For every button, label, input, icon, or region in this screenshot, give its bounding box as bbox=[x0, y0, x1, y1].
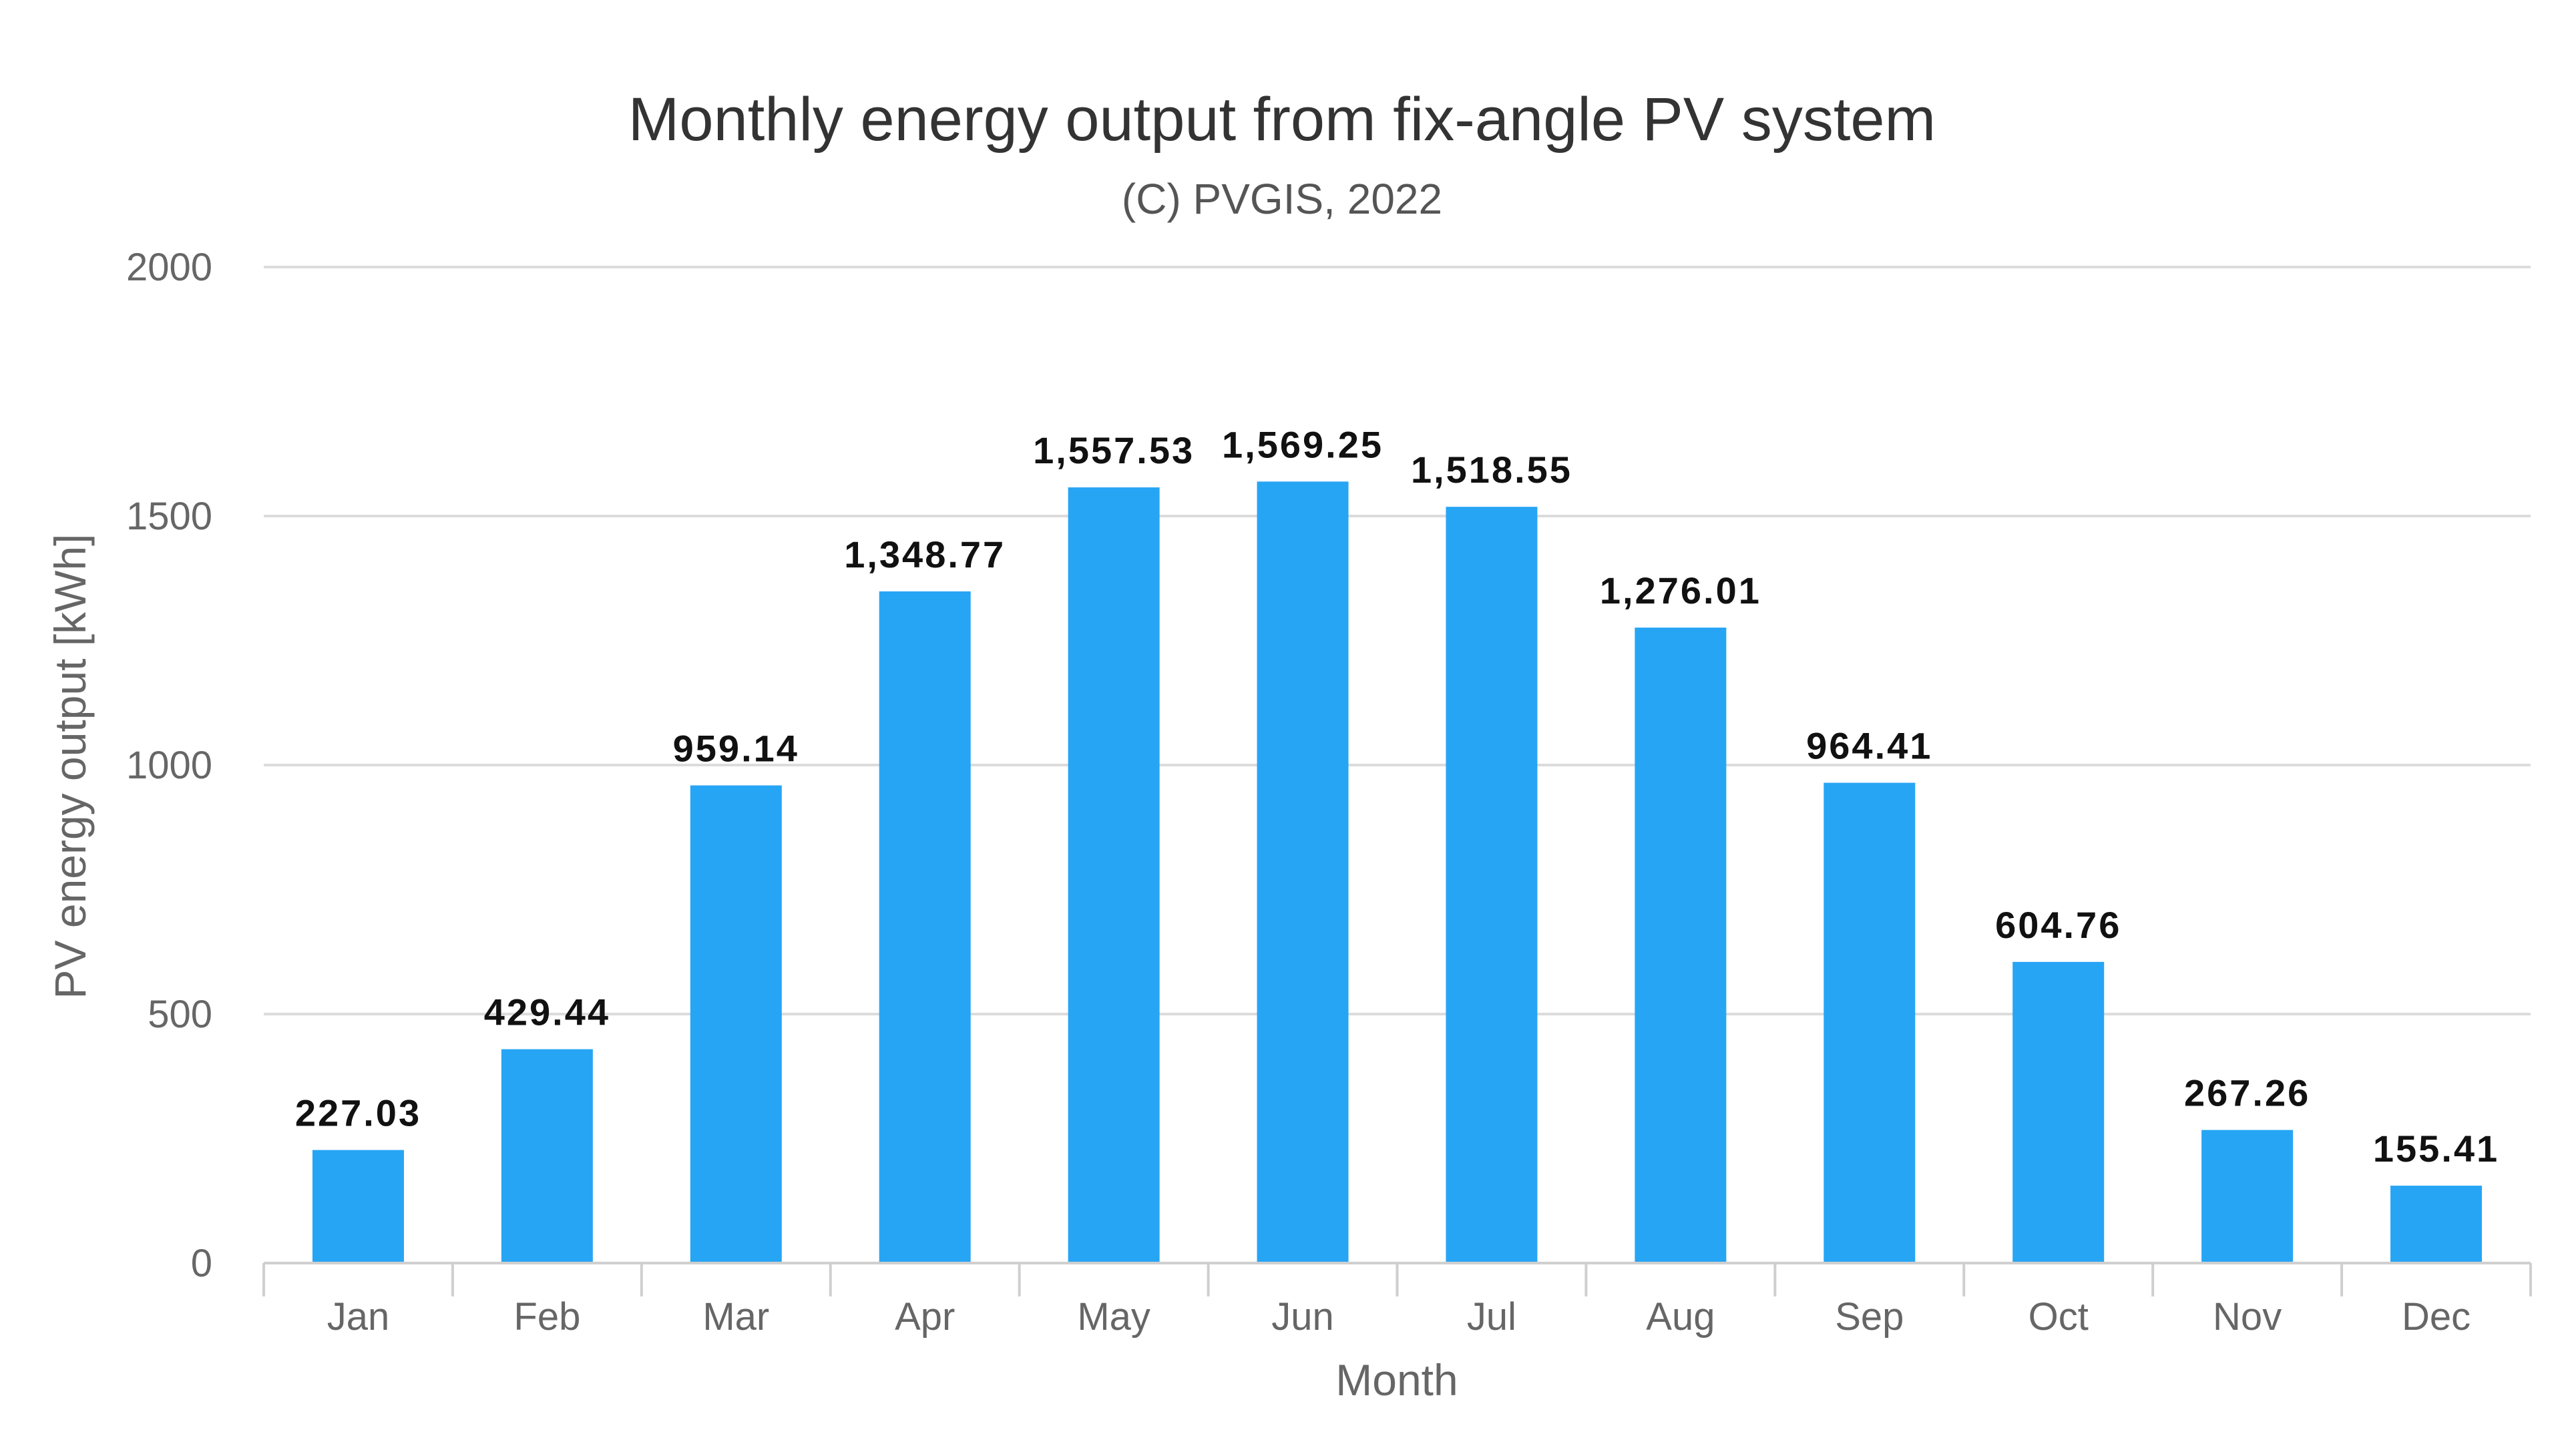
bar-feb bbox=[501, 1049, 593, 1263]
data-label: 959.14 bbox=[673, 727, 799, 769]
x-tick-label: Jul bbox=[1467, 1295, 1516, 1339]
x-tick-label: Oct bbox=[2028, 1295, 2089, 1339]
chart-subtitle: (C) PVGIS, 2022 bbox=[1122, 175, 1442, 223]
chart-title: Monthly energy output from fix-angle PV … bbox=[628, 85, 1936, 154]
bar-dec bbox=[2390, 1186, 2483, 1263]
data-label: 267.26 bbox=[2184, 1072, 2310, 1114]
x-tick-label: Aug bbox=[1646, 1295, 1715, 1339]
data-label: 1,518.55 bbox=[1411, 449, 1572, 491]
data-label: 964.41 bbox=[1806, 725, 1932, 767]
y-tick-label: 2000 bbox=[126, 246, 212, 289]
bar-jul bbox=[1446, 507, 1538, 1264]
y-tick-label: 1500 bbox=[126, 495, 212, 538]
bar-aug bbox=[1635, 628, 1727, 1263]
x-tick-label: May bbox=[1077, 1295, 1150, 1339]
gridlines bbox=[264, 266, 2531, 1015]
bar-oct bbox=[2012, 961, 2105, 1263]
x-tick-label: Apr bbox=[895, 1295, 955, 1339]
y-tick-label: 0 bbox=[191, 1242, 212, 1285]
y-tick-label: 500 bbox=[148, 993, 212, 1036]
bar-apr bbox=[879, 591, 971, 1263]
x-axis-label: Month bbox=[1335, 1355, 1458, 1405]
bar-nov bbox=[2201, 1130, 2294, 1263]
data-label: 1,569.25 bbox=[1222, 423, 1383, 465]
x-tick-label: Sep bbox=[1835, 1295, 1904, 1339]
data-label: 155.41 bbox=[2373, 1128, 2499, 1170]
bar-jun bbox=[1257, 481, 1349, 1263]
data-label: 227.03 bbox=[295, 1092, 421, 1134]
data-label: 604.76 bbox=[1995, 904, 2121, 946]
data-label: 1,557.53 bbox=[1033, 429, 1195, 471]
data-label: 429.44 bbox=[484, 991, 610, 1033]
x-tick-label: Jan bbox=[327, 1295, 390, 1339]
bar-sep bbox=[1824, 782, 1916, 1263]
data-label: 1,276.01 bbox=[1600, 569, 1761, 612]
x-axis-ticks: Jan Feb Mar Apr May Jun Jul Aug Sep Oct Nov Dec bbox=[262, 1262, 2532, 1339]
x-tick-label: Jun bbox=[1271, 1295, 1334, 1339]
data-labels: 227.03 429.44 959.14 1,348.77 1,557.53 1,569.… bbox=[295, 423, 2499, 1170]
data-label: 1,348.77 bbox=[844, 533, 1006, 575]
y-axis-ticks: 0 500 1000 1500 2000 bbox=[126, 246, 212, 1285]
y-axis-label: PV energy output [kWh] bbox=[45, 533, 95, 999]
bar-jan bbox=[312, 1150, 404, 1263]
x-tick-label: Mar bbox=[702, 1295, 769, 1339]
bars bbox=[312, 481, 2483, 1264]
x-tick-label: Nov bbox=[2213, 1295, 2282, 1339]
y-tick-label: 1000 bbox=[126, 744, 212, 787]
x-tick-label: Feb bbox=[513, 1295, 580, 1339]
bar-mar bbox=[690, 785, 782, 1263]
x-tick-label: Dec bbox=[2402, 1295, 2471, 1339]
bar-may bbox=[1068, 487, 1160, 1263]
